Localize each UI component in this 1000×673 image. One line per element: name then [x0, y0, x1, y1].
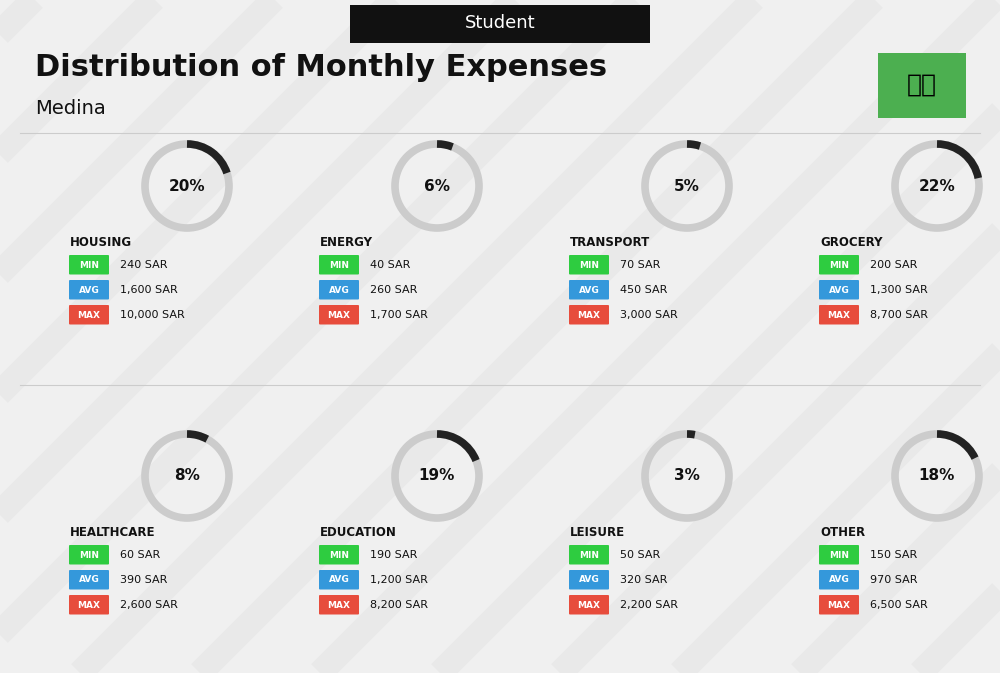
Text: HEALTHCARE: HEALTHCARE [70, 526, 156, 540]
FancyBboxPatch shape [569, 545, 609, 565]
Text: HOUSING: HOUSING [70, 236, 132, 250]
Text: MAX: MAX [578, 600, 600, 610]
FancyBboxPatch shape [819, 305, 859, 324]
FancyBboxPatch shape [569, 255, 609, 275]
Text: LEISURE: LEISURE [570, 526, 625, 540]
Text: MIN: MIN [79, 551, 99, 559]
Text: 8,700 SAR: 8,700 SAR [870, 310, 928, 320]
Text: MAX: MAX [328, 600, 351, 610]
FancyBboxPatch shape [878, 53, 966, 118]
Text: MAX: MAX [77, 600, 100, 610]
Text: 2,600 SAR: 2,600 SAR [120, 600, 178, 610]
Text: MAX: MAX [328, 310, 351, 320]
Text: MIN: MIN [829, 260, 849, 269]
FancyBboxPatch shape [69, 545, 109, 565]
Text: AVG: AVG [829, 575, 849, 584]
FancyBboxPatch shape [819, 595, 859, 614]
Text: 3%: 3% [674, 468, 700, 483]
Text: 1,700 SAR: 1,700 SAR [370, 310, 428, 320]
Text: 40 SAR: 40 SAR [370, 260, 410, 270]
Text: AVG: AVG [79, 575, 99, 584]
Text: MAX: MAX [578, 310, 600, 320]
Text: AVG: AVG [79, 285, 99, 295]
Text: MAX: MAX [827, 310, 850, 320]
Text: MIN: MIN [329, 551, 349, 559]
Text: 8%: 8% [174, 468, 200, 483]
Text: 8,200 SAR: 8,200 SAR [370, 600, 428, 610]
Text: 150 SAR: 150 SAR [870, 550, 917, 560]
Text: AVG: AVG [329, 575, 349, 584]
Text: MIN: MIN [579, 551, 599, 559]
Text: 200 SAR: 200 SAR [870, 260, 917, 270]
FancyBboxPatch shape [819, 280, 859, 299]
Text: 22%: 22% [919, 178, 955, 194]
Text: MAX: MAX [827, 600, 850, 610]
Text: 450 SAR: 450 SAR [620, 285, 667, 295]
Text: 970 SAR: 970 SAR [870, 575, 917, 585]
FancyBboxPatch shape [319, 545, 359, 565]
Text: 10,000 SAR: 10,000 SAR [120, 310, 185, 320]
FancyBboxPatch shape [819, 570, 859, 590]
FancyBboxPatch shape [319, 280, 359, 299]
Text: MIN: MIN [829, 551, 849, 559]
Text: EDUCATION: EDUCATION [320, 526, 397, 540]
Text: AVG: AVG [829, 285, 849, 295]
Text: MIN: MIN [579, 260, 599, 269]
Text: TRANSPORT: TRANSPORT [570, 236, 650, 250]
FancyBboxPatch shape [69, 255, 109, 275]
Text: GROCERY: GROCERY [820, 236, 882, 250]
Text: 320 SAR: 320 SAR [620, 575, 667, 585]
FancyBboxPatch shape [569, 570, 609, 590]
Text: AVG: AVG [579, 285, 599, 295]
FancyBboxPatch shape [69, 570, 109, 590]
Text: 5%: 5% [674, 178, 700, 194]
Text: 50 SAR: 50 SAR [620, 550, 660, 560]
Text: 6%: 6% [424, 178, 450, 194]
FancyBboxPatch shape [69, 305, 109, 324]
Text: MAX: MAX [77, 310, 100, 320]
Text: 240 SAR: 240 SAR [120, 260, 168, 270]
Text: Student: Student [465, 15, 535, 32]
FancyBboxPatch shape [69, 595, 109, 614]
Text: OTHER: OTHER [820, 526, 865, 540]
FancyBboxPatch shape [819, 545, 859, 565]
Text: 2,200 SAR: 2,200 SAR [620, 600, 678, 610]
Text: Medina: Medina [35, 98, 106, 118]
Text: ENERGY: ENERGY [320, 236, 373, 250]
FancyBboxPatch shape [569, 595, 609, 614]
Text: 🇸🇦: 🇸🇦 [907, 73, 937, 97]
Text: 18%: 18% [919, 468, 955, 483]
Text: AVG: AVG [579, 575, 599, 584]
Text: 60 SAR: 60 SAR [120, 550, 160, 560]
Text: 20%: 20% [169, 178, 205, 194]
Text: 1,200 SAR: 1,200 SAR [370, 575, 428, 585]
FancyBboxPatch shape [319, 595, 359, 614]
Text: 19%: 19% [419, 468, 455, 483]
FancyBboxPatch shape [819, 255, 859, 275]
Text: AVG: AVG [329, 285, 349, 295]
Text: MIN: MIN [79, 260, 99, 269]
Text: MIN: MIN [329, 260, 349, 269]
FancyBboxPatch shape [569, 280, 609, 299]
FancyBboxPatch shape [569, 305, 609, 324]
Text: 390 SAR: 390 SAR [120, 575, 167, 585]
Text: 1,300 SAR: 1,300 SAR [870, 285, 928, 295]
FancyBboxPatch shape [350, 5, 650, 43]
FancyBboxPatch shape [319, 255, 359, 275]
Text: Distribution of Monthly Expenses: Distribution of Monthly Expenses [35, 53, 607, 83]
FancyBboxPatch shape [69, 280, 109, 299]
Text: 70 SAR: 70 SAR [620, 260, 660, 270]
Text: 3,000 SAR: 3,000 SAR [620, 310, 678, 320]
FancyBboxPatch shape [319, 305, 359, 324]
Text: 1,600 SAR: 1,600 SAR [120, 285, 178, 295]
Text: 260 SAR: 260 SAR [370, 285, 417, 295]
Text: 6,500 SAR: 6,500 SAR [870, 600, 928, 610]
FancyBboxPatch shape [319, 570, 359, 590]
Text: 190 SAR: 190 SAR [370, 550, 417, 560]
